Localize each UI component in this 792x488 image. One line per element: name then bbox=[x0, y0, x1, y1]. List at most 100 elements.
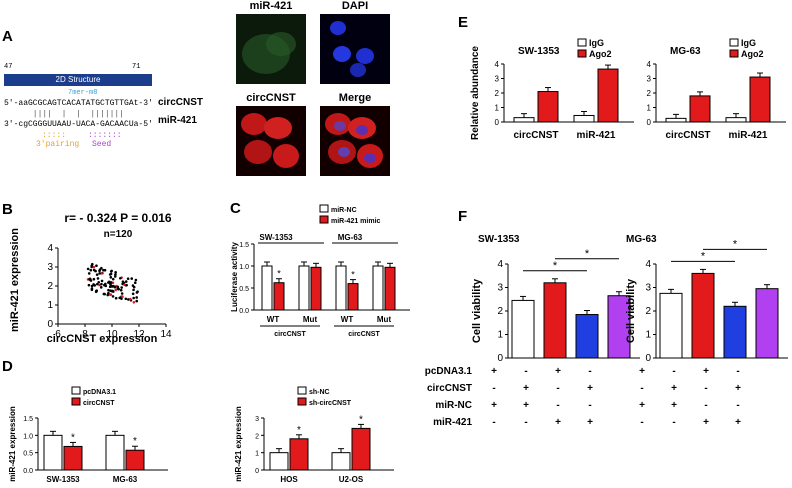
scatter-point bbox=[98, 283, 101, 287]
scatter-point bbox=[126, 277, 130, 281]
e-bar bbox=[749, 76, 771, 123]
d-ytick-label: 0 bbox=[255, 468, 259, 475]
scatter-point bbox=[95, 282, 99, 286]
scatter-point bbox=[103, 292, 106, 296]
micrograph-merge bbox=[320, 106, 390, 176]
f-bar bbox=[691, 272, 715, 359]
f-table-sign: + bbox=[703, 366, 709, 377]
f-table-sign: - bbox=[556, 400, 559, 411]
f-table-sign: - bbox=[524, 366, 527, 377]
structure-name-mir421: miR-421 bbox=[158, 115, 197, 126]
f-bar bbox=[755, 288, 779, 359]
c-category-label: Mut bbox=[303, 315, 318, 324]
scatter-point bbox=[135, 291, 139, 294]
seed-label: Seed bbox=[92, 140, 112, 149]
c-bar bbox=[384, 266, 396, 311]
d-legend-swatch bbox=[71, 397, 81, 406]
panel-letter-c: C bbox=[230, 200, 241, 217]
d-ytick-label: 1.0 bbox=[23, 433, 33, 440]
d-significance-star: * bbox=[133, 436, 137, 447]
c-sublabel: circCNST bbox=[348, 331, 380, 338]
d-ytick-label: 1 bbox=[255, 451, 259, 458]
f-table-sign: - bbox=[704, 400, 707, 411]
scatter-point bbox=[121, 295, 124, 298]
d-ytick-label: 2 bbox=[255, 433, 259, 440]
f-ytick-label: 0 bbox=[497, 353, 503, 364]
f-table-sign: - bbox=[736, 400, 739, 411]
f-table-row-label: miR-NC bbox=[435, 400, 472, 411]
scatter-point bbox=[88, 277, 91, 281]
micrograph-circcnst bbox=[236, 106, 306, 176]
scatter-ytick-label: 2 bbox=[47, 281, 53, 292]
scatter-ytick-label: 0 bbox=[47, 319, 53, 330]
f-title: MG-63 bbox=[626, 234, 657, 245]
e-legend-swatch bbox=[577, 38, 587, 47]
category-label: miR-421 bbox=[577, 130, 616, 141]
scatter-point bbox=[92, 268, 96, 272]
scatter-point bbox=[99, 286, 103, 289]
scatter-ytick-label: 1 bbox=[47, 300, 53, 311]
panel-letter-f: F bbox=[458, 208, 468, 225]
scatter-point bbox=[113, 275, 117, 278]
c-bar bbox=[310, 266, 322, 311]
e-ytick-label: 1 bbox=[647, 104, 652, 113]
f-significance-star: * bbox=[585, 248, 590, 260]
f-table-sign: + bbox=[639, 366, 645, 377]
d-bar bbox=[331, 452, 351, 471]
scatter-point bbox=[109, 276, 113, 279]
scatter-point bbox=[111, 295, 115, 298]
scatter-point bbox=[114, 288, 118, 292]
pairing-label: 3'pairing bbox=[36, 140, 80, 149]
f-table-sign: - bbox=[704, 383, 707, 394]
scatter-point bbox=[128, 297, 132, 301]
scatter-point bbox=[126, 298, 130, 301]
d-significance-star: * bbox=[359, 414, 363, 425]
f-significance-star: * bbox=[553, 260, 558, 272]
e-ytick-label: 2 bbox=[647, 89, 652, 98]
d-bar bbox=[351, 427, 371, 471]
scatter-point bbox=[117, 287, 120, 291]
category-label: miR-421 bbox=[729, 130, 768, 141]
scatter-point bbox=[110, 269, 113, 273]
c-ytick-label: 0.0 bbox=[239, 308, 249, 315]
scatter-point bbox=[95, 264, 98, 268]
micro-label-mir421: miR-421 bbox=[249, 0, 293, 12]
micro-label-circcnst: circCNST bbox=[246, 92, 296, 104]
c-significance-star: * bbox=[351, 270, 355, 280]
panel-letter-e: E bbox=[458, 14, 469, 31]
c-group-label: MG-63 bbox=[338, 233, 363, 242]
f-table-sign: - bbox=[588, 400, 591, 411]
scatter-point bbox=[114, 273, 117, 276]
chart-f1: SW-1353 Cell viability 0 1 2 3 4 * * bbox=[471, 234, 640, 364]
d-category-label: MG-63 bbox=[113, 475, 138, 484]
panel-letter-b: B bbox=[2, 201, 13, 218]
scatter-ytick-label: 4 bbox=[47, 243, 53, 254]
f-table-sign: + bbox=[491, 400, 497, 411]
c-bar bbox=[273, 282, 285, 311]
f-ylabel: Cell viability bbox=[625, 278, 637, 343]
micro-label-dapi: DAPI bbox=[341, 0, 369, 12]
scatter-point bbox=[87, 283, 91, 287]
d-bar bbox=[43, 434, 63, 471]
scatter-xtick-label: 10 bbox=[106, 329, 118, 340]
d-bar bbox=[269, 452, 289, 471]
e-bar bbox=[537, 91, 559, 123]
scatter-plot-b: r= - 0.324 P = 0.016 n=120 circCNST expr… bbox=[9, 211, 172, 345]
d-ytick-label: 1.5 bbox=[23, 416, 33, 423]
structure-title-bar: 2D Structure bbox=[4, 74, 152, 86]
e-ytick-label: 0 bbox=[647, 118, 652, 127]
category-label: circCNST bbox=[513, 130, 558, 141]
f-table-sign: - bbox=[492, 383, 495, 394]
f-ytick-label: 1 bbox=[497, 330, 503, 341]
e-bar bbox=[725, 117, 747, 123]
scatter-point bbox=[111, 277, 115, 281]
scatter-point bbox=[112, 284, 115, 288]
d-significance-star: * bbox=[297, 425, 301, 436]
f-table-row-label: pcDNA3.1 bbox=[425, 366, 473, 377]
d-bar bbox=[105, 434, 125, 471]
e-ytick-label: 3 bbox=[647, 75, 652, 84]
scatter-point bbox=[90, 265, 93, 269]
f-table-sign: + bbox=[523, 383, 529, 394]
f-table-sign: + bbox=[523, 400, 529, 411]
structure-name-circcnst: circCNST bbox=[158, 97, 204, 108]
